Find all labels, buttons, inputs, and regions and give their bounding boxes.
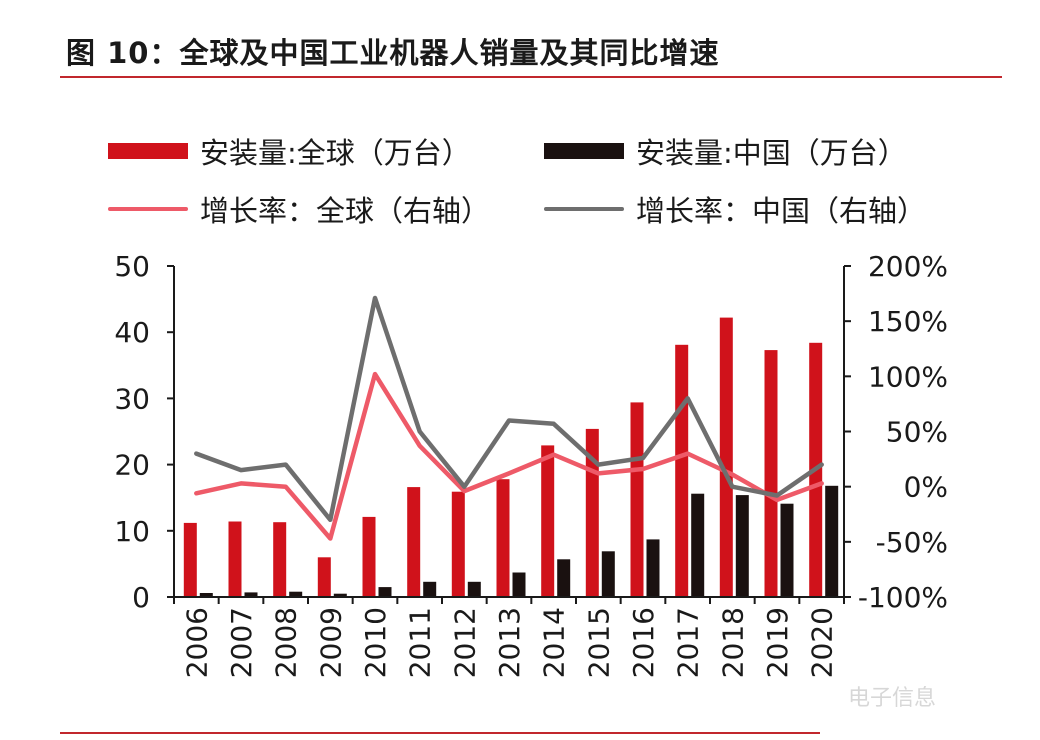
x-tick-label-2010: 2010	[359, 607, 392, 678]
bar-global-2006	[183, 522, 197, 597]
legend-label-china-installs: 安装量:中国（万台）	[636, 136, 907, 170]
legend-swatch-china-growth	[544, 207, 624, 211]
bar-china-2008	[289, 591, 303, 597]
right-tick-label-50: 50%	[886, 416, 948, 449]
bar-china-2014	[557, 559, 571, 597]
bar-china-2017	[691, 493, 705, 597]
x-tick-label-2013: 2013	[493, 607, 526, 678]
bar-global-2011	[407, 487, 421, 597]
x-tick-label-2019: 2019	[761, 607, 794, 678]
bar-china-2020	[825, 485, 839, 597]
x-tick-label-2007: 2007	[225, 607, 258, 678]
right-tick-label-150: 150%	[868, 305, 948, 338]
legend-item-china-growth: 增长率：中国（右轴）	[544, 188, 926, 230]
bar-china-2010	[378, 587, 392, 597]
right-tick-label-100: 100%	[868, 360, 948, 393]
bar-china-2011	[423, 581, 437, 597]
bar-china-2018	[735, 495, 749, 597]
legend-item-global-growth: 增长率：全球（右轴）	[108, 188, 490, 230]
legend-label-global-installs: 安装量:全球（万台）	[200, 136, 471, 170]
bar-china-2019	[780, 503, 794, 597]
legend-item-china-installs: 安装量:中国（万台）	[544, 130, 907, 172]
bar-china-2015	[601, 551, 615, 597]
left-tick-label-40: 40	[114, 316, 150, 349]
legend-swatch-global-installs	[108, 143, 188, 159]
x-tick-label-2016: 2016	[627, 607, 660, 678]
bottom-divider	[60, 732, 820, 734]
bar-global-2009	[317, 557, 331, 597]
x-tick-label-2018: 2018	[716, 607, 749, 678]
watermark: 电子信息	[848, 686, 937, 711]
bar-china-2013	[512, 572, 526, 597]
bar-global-2008	[273, 522, 287, 597]
line-china-growth	[194, 295, 824, 523]
right-tick-label-200: 200%	[868, 250, 948, 283]
x-tick-label-2006: 2006	[180, 607, 213, 678]
legend-swatch-global-growth	[108, 207, 188, 211]
x-tick-label-2008: 2008	[270, 607, 303, 678]
bar-global-2017	[675, 344, 689, 597]
title-divider	[60, 76, 1002, 78]
x-tick-label-2009: 2009	[314, 607, 347, 678]
legend-label-global-growth: 增长率：全球（右轴）	[200, 194, 491, 228]
bar-global-2010	[362, 516, 376, 597]
bar-china-2009	[333, 593, 347, 597]
right-tick-label--100: -100%	[858, 581, 948, 614]
x-tick-label-2014: 2014	[538, 607, 571, 678]
bar-global-2019	[764, 350, 778, 597]
x-tick-label-2015: 2015	[582, 607, 615, 678]
line-global-growth	[194, 371, 824, 541]
x-tick-label-2012: 2012	[448, 607, 481, 678]
left-tick-label-20: 20	[114, 449, 150, 482]
bar-china-2007	[244, 592, 258, 597]
left-tick-label-50: 50	[114, 250, 150, 283]
bar-global-2012	[451, 491, 465, 597]
bar-global-2007	[228, 521, 242, 597]
left-tick-label-10: 10	[114, 515, 150, 548]
bar-global-2013	[496, 479, 510, 597]
x-tick-label-2011: 2011	[404, 607, 437, 678]
left-tick-label-30: 30	[114, 382, 150, 415]
legend-label-china-growth: 增长率：中国（右轴）	[636, 194, 927, 228]
bar-global-2014	[541, 445, 555, 597]
legend-swatch-china-installs	[544, 143, 624, 159]
bar-global-2018	[719, 317, 733, 597]
right-tick-label-0: 0%	[904, 471, 948, 504]
bar-china-2012	[467, 581, 481, 597]
bar-china-2016	[646, 539, 660, 597]
legend-item-global-installs: 安装量:全球（万台）	[108, 130, 471, 172]
x-tick-label-2017: 2017	[672, 607, 705, 678]
figure-title: 图 10：全球及中国工业机器人销量及其同比增速	[66, 36, 720, 70]
bar-china-2006	[199, 593, 213, 597]
bar-global-2016	[630, 402, 644, 597]
x-tick-label-2020: 2020	[806, 607, 839, 678]
right-tick-label--50: -50%	[876, 526, 948, 559]
left-tick-label-0: 0	[132, 581, 150, 614]
